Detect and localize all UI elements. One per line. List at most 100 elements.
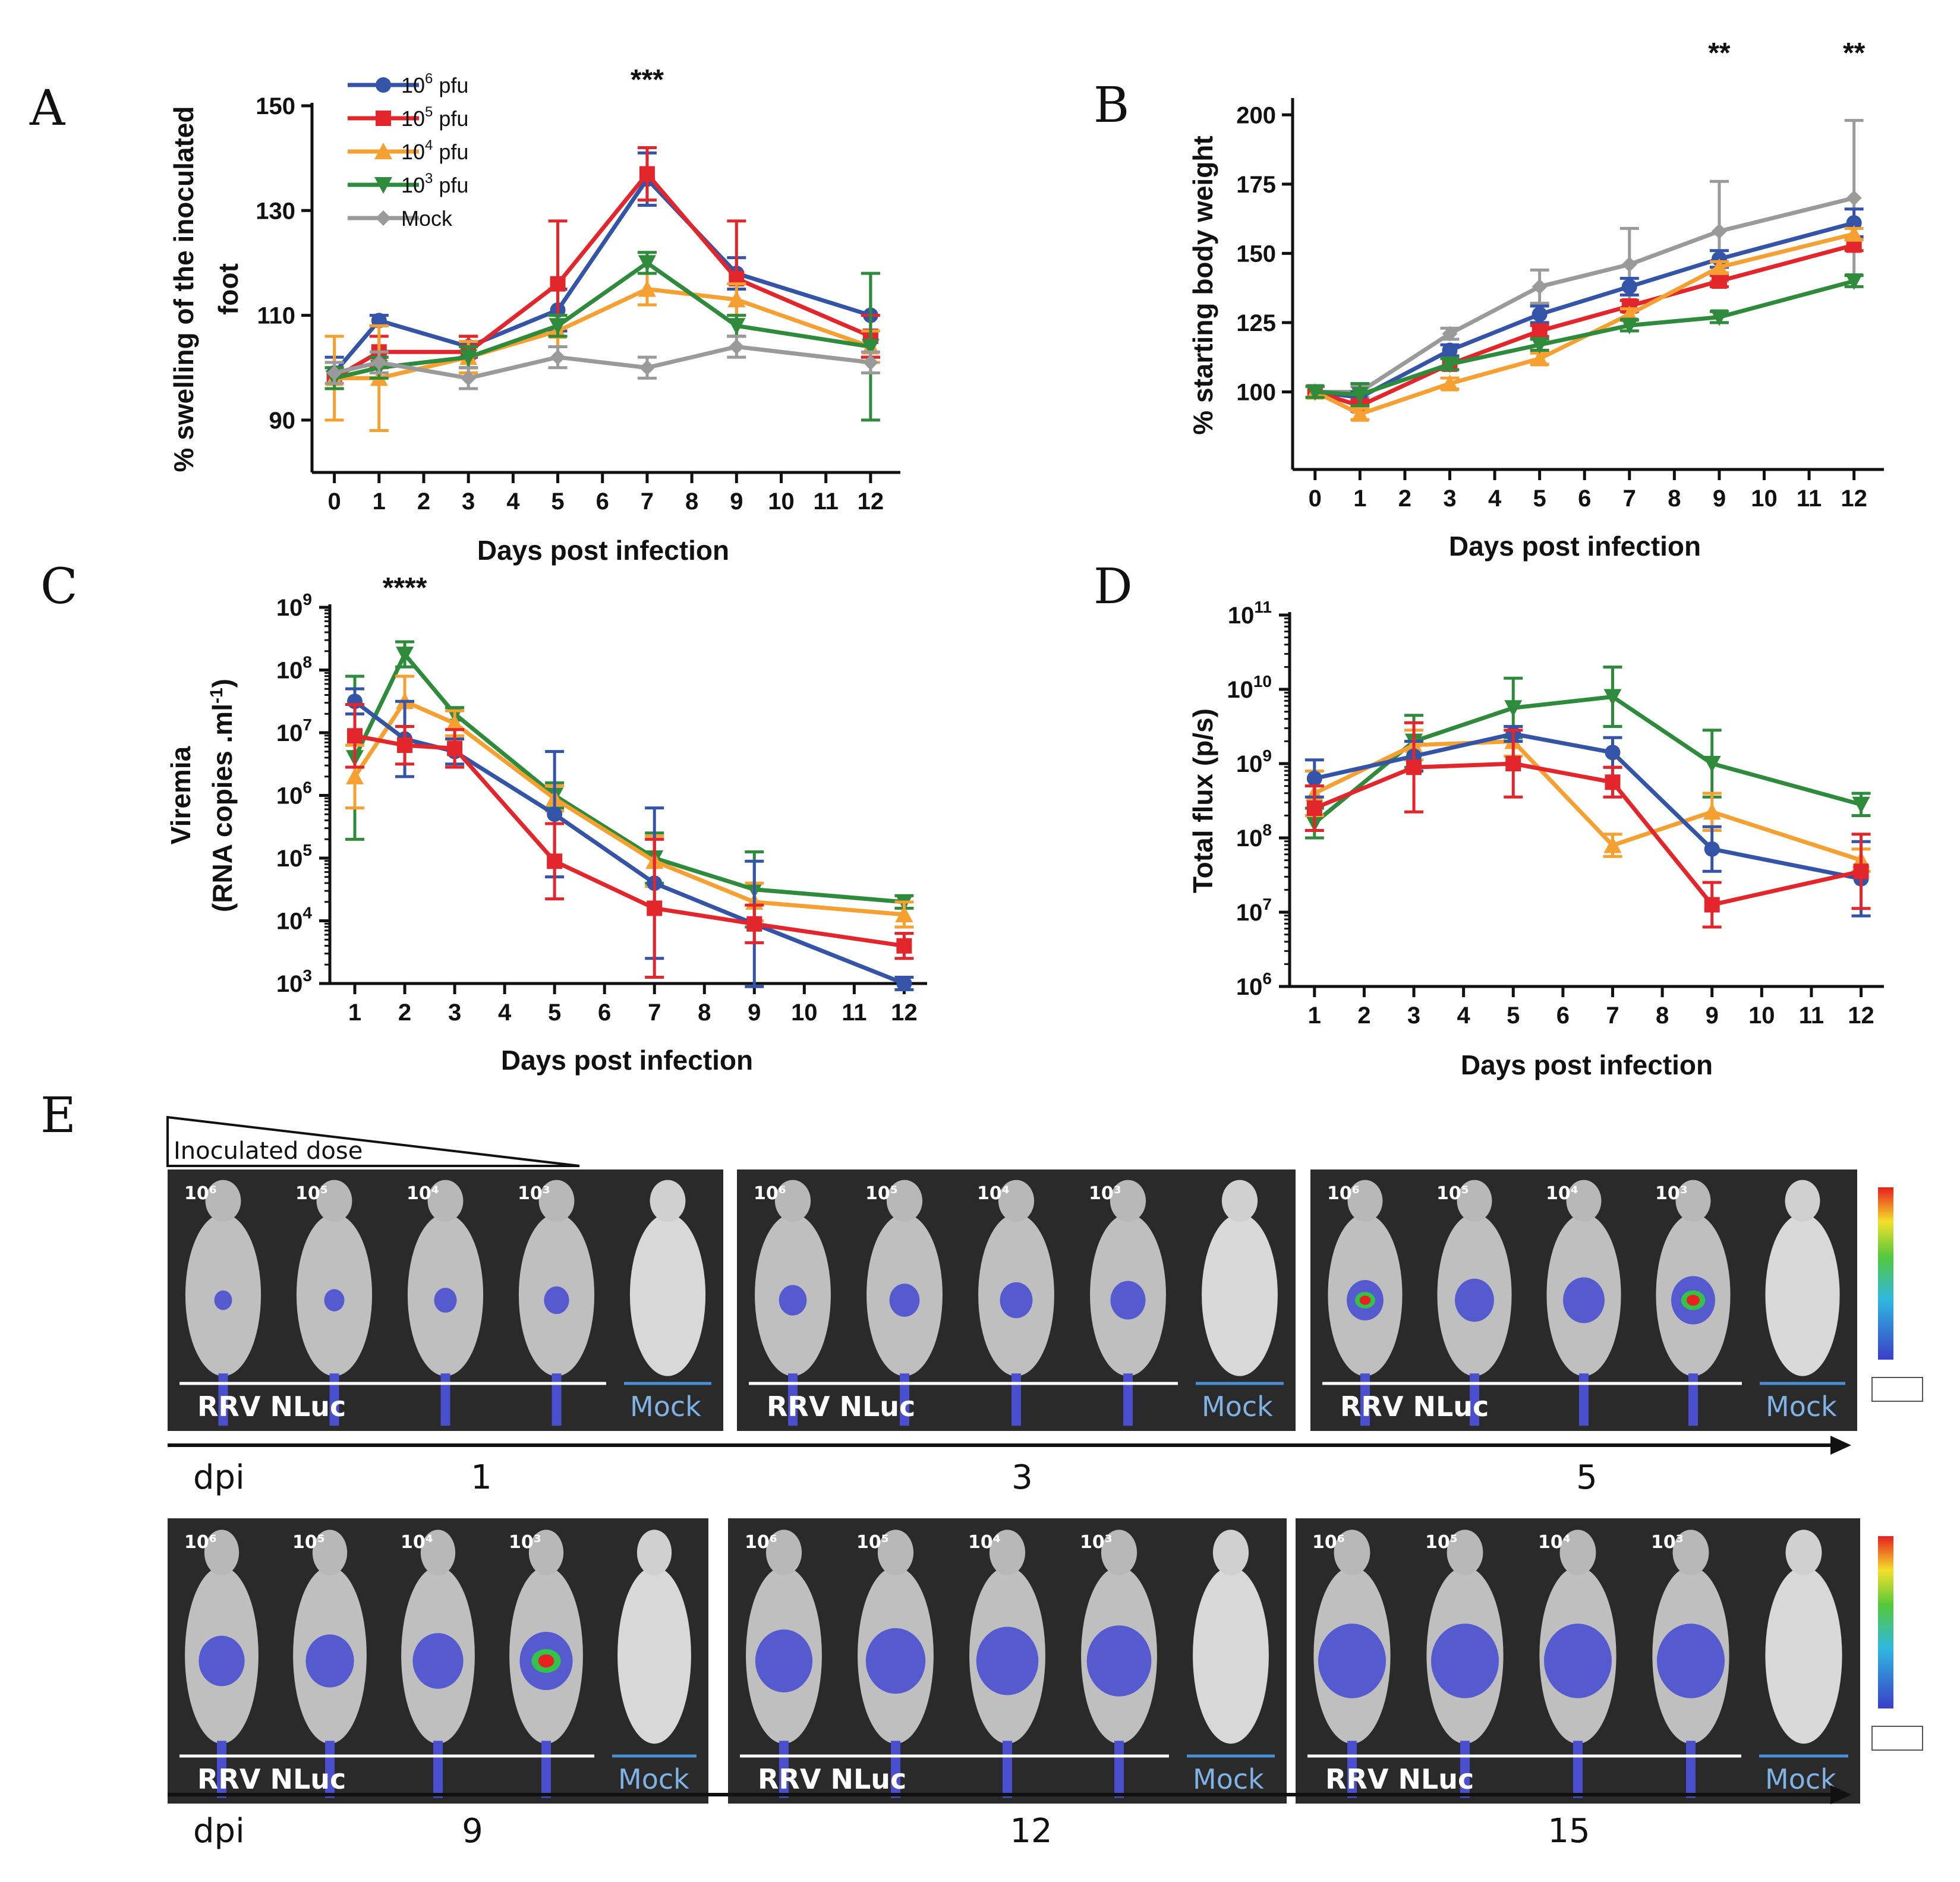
y-tick-label: 109 [1236, 746, 1272, 777]
series-1e3 [324, 251, 880, 422]
x-tick-label: 9 [730, 488, 743, 515]
mouse-image [1765, 1566, 1842, 1744]
y-tick-label: 109 [276, 590, 312, 621]
data-point [896, 976, 912, 991]
mouse-image [617, 1566, 691, 1744]
data-point [1711, 223, 1727, 239]
luminescence-tail [1003, 1741, 1012, 1798]
x-tick-label: 5 [548, 1000, 561, 1026]
mouse-head [1334, 1530, 1370, 1576]
panel-letter-e: E [40, 1087, 76, 1144]
mouse-head [538, 1180, 575, 1222]
imaging-frame: 10⁶ 10⁵ 10⁴ 10³ RRV NLuc Mock [737, 1169, 1296, 1431]
luminescence-tail [218, 1373, 228, 1426]
x-tick-label: 10 [1751, 486, 1778, 512]
luminescence-signal [412, 1633, 464, 1689]
y-tick-label: 125 [1236, 310, 1276, 336]
legend-marker [374, 177, 392, 194]
mouse-head [1785, 1530, 1822, 1576]
mouse-head [989, 1530, 1026, 1576]
color-scale-box [1871, 1377, 1923, 1402]
rrv-nluc-label: RRV NLuc [197, 1763, 346, 1795]
legend-label: 106 pfu [401, 71, 468, 97]
x-tick-label: 2 [1357, 1003, 1370, 1029]
dose-label: 10³ [1089, 1183, 1121, 1204]
data-point [447, 740, 463, 756]
y-tick-label: 107 [1236, 895, 1272, 926]
x-tick-label: 6 [598, 1000, 611, 1026]
day-label: 15 [1548, 1812, 1590, 1851]
y-tick-label: 100 [1236, 379, 1276, 405]
dose-label: 10⁵ [1425, 1532, 1458, 1553]
mouse-head [1447, 1530, 1483, 1576]
x-tick-label: 8 [1668, 486, 1681, 512]
rrv-nluc-label: RRV NLuc [1325, 1763, 1474, 1795]
data-point [1530, 337, 1549, 354]
mock-label: Mock [1765, 1763, 1836, 1795]
x-tick-label: 11 [1797, 486, 1822, 512]
luminescence-tail [1360, 1373, 1370, 1426]
x-tick-label: 6 [1556, 1003, 1570, 1029]
data-point [1711, 273, 1727, 289]
luminescence-signal [1431, 1623, 1499, 1698]
data-point [1621, 279, 1637, 295]
mock-label: Mock [630, 1391, 701, 1423]
luminescence-signal [889, 1284, 920, 1317]
data-point [1703, 756, 1721, 773]
data-point [727, 318, 746, 335]
data-point [1853, 863, 1869, 879]
legend-marker [376, 210, 391, 226]
y-tick-label: 175 [1236, 172, 1276, 198]
mouse-head [316, 1180, 352, 1222]
dose-label: 10⁴ [977, 1183, 1010, 1204]
data-point [1703, 803, 1721, 820]
luminescence-tail [433, 1741, 443, 1798]
x-tick-label: 8 [1656, 1003, 1669, 1029]
dose-label: 10⁵ [292, 1532, 325, 1553]
luminescence-signal [976, 1626, 1039, 1695]
series-1e3 [1305, 273, 1864, 408]
luminescence-peak [538, 1654, 554, 1668]
day-label: 1 [471, 1458, 492, 1497]
dose-label: 10⁴ [1538, 1532, 1571, 1553]
data-point [1852, 796, 1870, 814]
data-point [550, 349, 566, 365]
inoculated-dose-wedge [166, 1115, 580, 1167]
mouse-head [1559, 1530, 1596, 1576]
series-line [333, 172, 872, 380]
dose-label: 10⁶ [754, 1183, 786, 1204]
data-point [1603, 836, 1622, 853]
image-row-2: 10⁶ 10⁵ 10⁴ 10³ RRV NLuc Mock 9 10⁶ 10⁵ 10⁴ 10³ RRV… [168, 1518, 1923, 1851]
mouse-head [1221, 1180, 1258, 1222]
luminescence-color-scale [1878, 1187, 1893, 1360]
day-label: 3 [1011, 1458, 1033, 1497]
dpi-label: dpi [193, 1812, 245, 1851]
data-point [1620, 317, 1638, 335]
imaging-frame: 10⁶ 10⁵ 10⁴ 10³ RRV NLuc Mock [1296, 1518, 1860, 1804]
dose-label: 10⁴ [407, 1183, 439, 1204]
series-mock [324, 335, 880, 390]
panel-letter-c: C [40, 559, 78, 615]
series-1e4 [345, 674, 914, 929]
x-tick-label: 1 [1308, 1003, 1321, 1029]
luminescence-tail [1470, 1373, 1479, 1426]
luminescence-tail [541, 1741, 551, 1798]
x-tick-label: 5 [1533, 486, 1546, 512]
luminescence-signal [779, 1285, 807, 1316]
data-point [1505, 756, 1521, 771]
mouse-head [1110, 1180, 1146, 1222]
x-tick-label: 10 [768, 488, 795, 515]
data-point [1532, 323, 1548, 339]
x-tick-label: 4 [498, 1000, 512, 1026]
data-point [459, 349, 478, 367]
dpi-arrow-head [1830, 1785, 1851, 1804]
dose-label: 10⁶ [1327, 1183, 1360, 1204]
luminescence-tail [552, 1373, 562, 1426]
luminescence-signal [755, 1629, 813, 1692]
y-tick-label: 200 [1236, 102, 1276, 128]
mouse-head [877, 1530, 914, 1576]
data-point [1603, 689, 1622, 706]
significance-label: ** [1708, 37, 1731, 69]
mouse-image [1193, 1566, 1269, 1744]
day-label: 9 [462, 1812, 483, 1851]
